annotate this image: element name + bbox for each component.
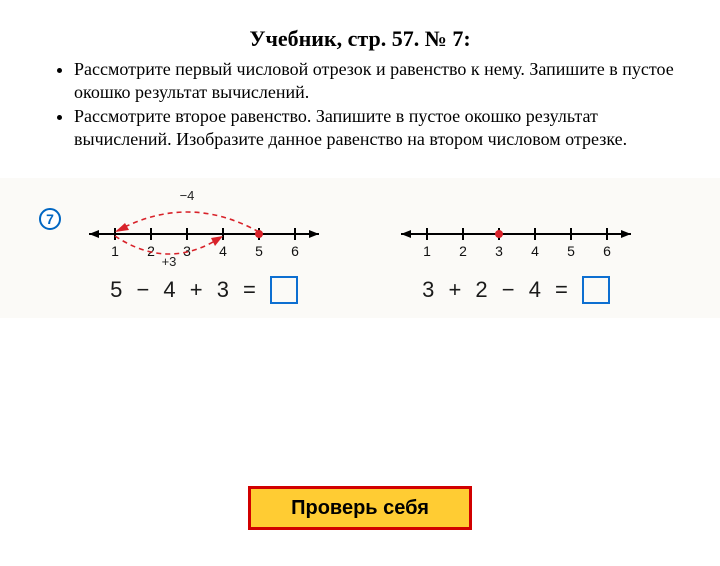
svg-text:5: 5 bbox=[255, 243, 263, 259]
numberline-right-svg: 1 2 3 4 5 6 bbox=[391, 186, 641, 266]
task-list: Рассмотрите первый числовой отрезок и ра… bbox=[56, 58, 680, 150]
equation-right: 3 + 2 − 4 = bbox=[391, 276, 641, 304]
bottom-annotation: +3 bbox=[162, 254, 177, 266]
check-button[interactable]: Проверь себя bbox=[248, 486, 472, 530]
problem-badge: 7 bbox=[39, 208, 61, 230]
check-button-label: Проверь себя bbox=[291, 497, 429, 520]
task-bullet: Рассмотрите первый числовой отрезок и ра… bbox=[74, 58, 680, 103]
ticks-left: 1 2 3 4 5 6 bbox=[111, 228, 299, 259]
task-bullet: Рассмотрите второе равенство. Запишите в… bbox=[74, 105, 680, 150]
answer-box-right[interactable] bbox=[582, 276, 610, 304]
svg-text:4: 4 bbox=[219, 243, 227, 259]
figure-panel: 7 1 2 3 4 5 6 bbox=[0, 178, 720, 318]
equation-left: 5 − 4 + 3 = bbox=[79, 276, 329, 304]
page-title: Учебник, стр. 57. № 7: bbox=[0, 26, 720, 52]
numberline-left: 7 1 2 3 4 5 6 bbox=[79, 186, 329, 304]
equation-right-text: 3 + 2 − 4 = bbox=[422, 277, 572, 303]
svg-text:1: 1 bbox=[423, 243, 431, 259]
equation-left-text: 5 − 4 + 3 = bbox=[110, 277, 260, 303]
numberline-left-svg: 1 2 3 4 5 6 −4 +3 bbox=[79, 186, 329, 266]
svg-text:3: 3 bbox=[183, 243, 191, 259]
svg-text:6: 6 bbox=[603, 243, 611, 259]
svg-text:6: 6 bbox=[291, 243, 299, 259]
svg-text:5: 5 bbox=[567, 243, 575, 259]
answer-box-left[interactable] bbox=[270, 276, 298, 304]
svg-text:4: 4 bbox=[531, 243, 539, 259]
svg-text:1: 1 bbox=[111, 243, 119, 259]
ticks-right: 1 2 3 4 5 6 bbox=[423, 228, 611, 259]
svg-text:3: 3 bbox=[495, 243, 503, 259]
svg-text:2: 2 bbox=[459, 243, 467, 259]
numberline-right: 1 2 3 4 5 6 3 + 2 − 4 = bbox=[391, 186, 641, 304]
top-annotation: −4 bbox=[180, 188, 195, 203]
